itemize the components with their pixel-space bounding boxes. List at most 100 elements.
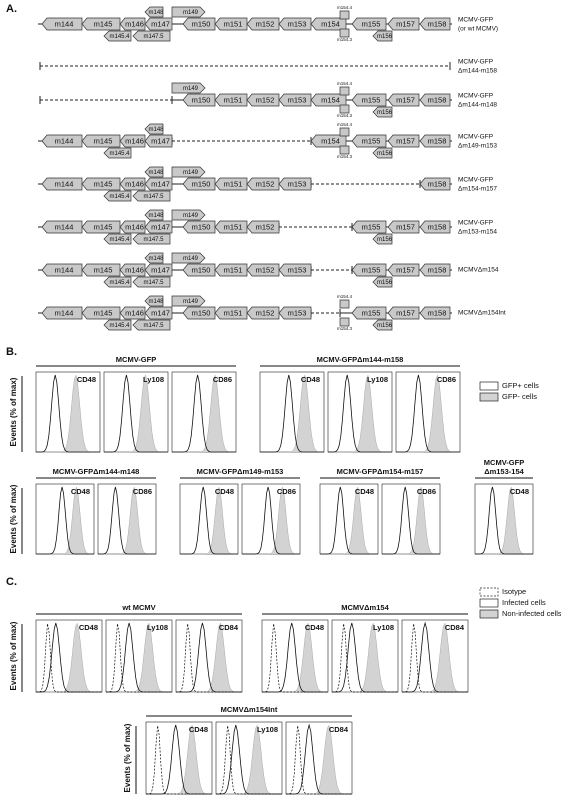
histogram-line [402,621,468,693]
gene-label: m154.3 [337,326,353,331]
group-title: Δm153-154 [484,467,524,476]
histogram-isotype [262,623,328,693]
gene-label: m149 [183,299,199,305]
legend-label: Infected cells [502,598,546,607]
histogram-line [106,622,172,693]
marker-label: CD48 [301,375,320,384]
gene-label: m152 [256,19,275,28]
histogram-frame [171,371,237,453]
marker-label: Ly108 [257,725,278,734]
panel-label: A. [6,3,17,15]
gene-label: m148 [148,213,164,219]
gene [310,134,347,148]
gene-label: m156 [377,323,393,329]
gene-label: m146 [125,222,144,231]
histogram-gray [382,486,440,555]
group-title: MCMV-GFP [116,355,156,364]
gene [310,17,347,31]
histogram-gray [262,622,328,693]
gene [339,86,350,96]
gene [144,123,164,135]
gene-label: m145 [94,136,113,145]
gene-label: m149 [183,170,199,176]
gene-label: m145.4 [109,194,130,200]
group-title: MCMV-GFP [484,458,524,467]
gene [132,30,171,42]
gene-label: m150 [192,308,211,317]
construct-label: Δm154-m157 [458,186,497,193]
gene-label: m149 [183,86,199,92]
gene-label: m155 [362,308,381,317]
gene [171,6,206,18]
legend-label: Non-infected cells [502,609,561,618]
histogram-gray [328,374,392,453]
marker-label: CD86 [437,375,456,384]
construct-label: Δm144-m148 [458,102,497,109]
gene-label: m154.4 [337,5,353,10]
gene [144,209,164,221]
gene-label: m158 [428,95,447,104]
gene-label: m147 [151,222,170,231]
gene [419,93,451,107]
gene-label: m151 [224,222,243,231]
gene [171,166,206,178]
gene-label: m147 [151,19,170,28]
histogram-isotype [402,623,468,693]
panel-label: B. [6,346,17,358]
histogram-line [172,374,236,453]
gene [144,134,173,148]
construct-label: MCMVΔm154 [458,267,499,274]
histogram-frame [259,371,325,453]
gene [278,177,312,191]
gene-label: m158 [428,136,447,145]
histogram-line [36,374,100,453]
histogram-isotype [36,623,102,693]
construct-label: MCMV-GFP [458,93,493,100]
construct-label: MCMV-GFP [458,59,493,66]
gene-label: m146 [125,308,144,317]
gene-label: m149 [183,256,199,262]
gene-label: m152 [256,179,275,188]
histogram-gray [146,724,212,795]
group-title: MCMV-GFPΔm144-m158 [317,355,404,364]
gene-label: m151 [224,95,243,104]
gene-label: m151 [224,19,243,28]
histogram-line [260,374,324,453]
gene-label: m157 [396,308,415,317]
gene-label: m150 [192,265,211,274]
gene [372,276,393,288]
gene-label: m145.4 [109,280,130,286]
gene [103,147,132,159]
gene-label: m146 [125,265,144,274]
histogram-gray [36,622,102,693]
legend-swatch [479,587,499,597]
gene-label: m151 [224,179,243,188]
gene-label: m151 [224,265,243,274]
gene [144,6,164,18]
gene [103,233,132,245]
gene-label: m156 [377,237,393,243]
marker-label: CD86 [277,487,296,496]
legend-label: Isotype [502,587,526,596]
gene [339,317,350,327]
histogram-line [98,486,156,555]
gene-label: m158 [428,308,447,317]
gene [144,263,173,277]
gene-label: m154.3 [337,113,353,118]
histogram-gray [402,622,468,693]
gene [372,319,393,331]
gene-label: m155 [362,136,381,145]
gene [372,106,393,118]
gene-label: m147.5 [143,323,164,329]
gene-label: m146 [125,136,144,145]
histogram-gray [396,374,460,453]
gene [132,233,171,245]
gene [171,82,206,94]
gene-label: m154.4 [337,122,353,127]
gene [144,166,164,178]
gene-label: m153 [288,95,307,104]
gene-label: m145.4 [109,237,130,243]
gene-label: m147.5 [143,34,164,40]
gene [339,10,350,20]
